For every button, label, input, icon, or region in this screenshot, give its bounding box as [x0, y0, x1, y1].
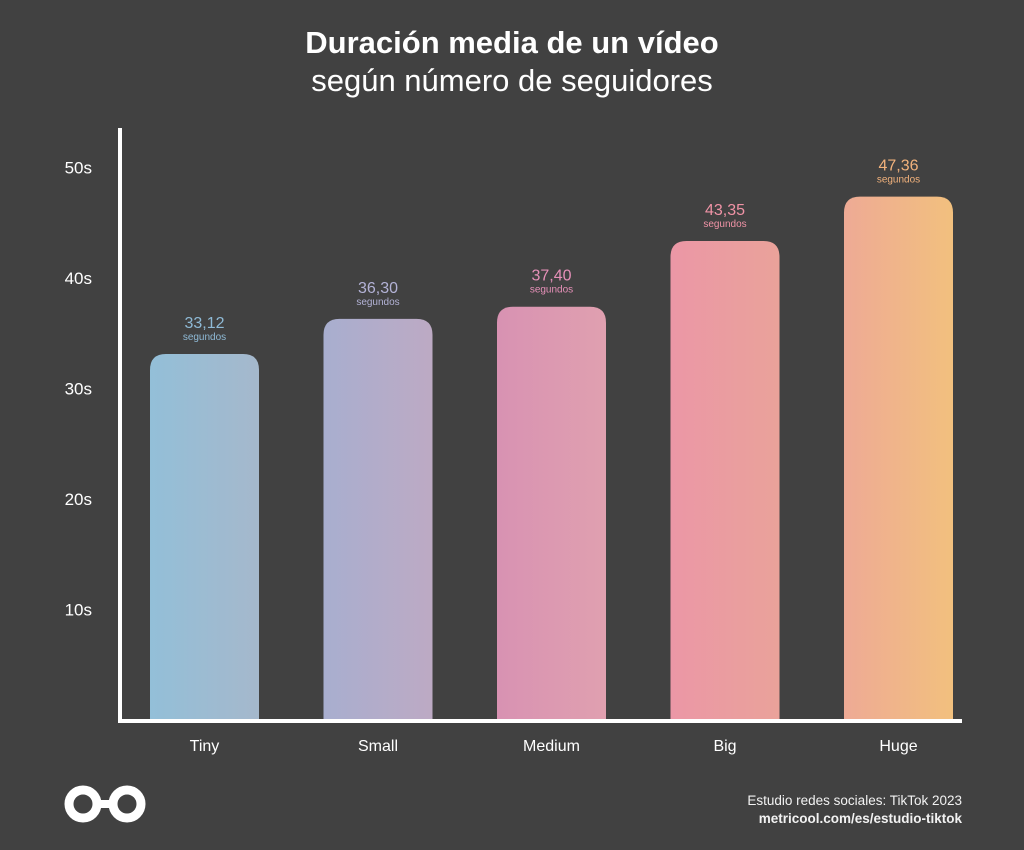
bar-huge: [844, 196, 953, 720]
source-link[interactable]: metricool.com/es/estudio-tiktok: [758, 811, 962, 826]
value-unit-label: segundos: [877, 175, 920, 186]
source-note: Estudio redes sociales: TikTok 2023 metr…: [747, 792, 962, 828]
bars: [150, 196, 953, 721]
value-unit-label: segundos: [356, 297, 399, 308]
y-tick-label: 40s: [65, 269, 92, 288]
x-axis-ticks: Tiny Small Medium Big Huge: [190, 738, 918, 755]
value-unit-label: segundos: [703, 219, 746, 230]
value-label: 37,40: [531, 268, 571, 285]
value-unit-label: segundos: [183, 332, 226, 343]
bar-tiny: [150, 354, 259, 720]
bar-medium: [497, 306, 606, 720]
value-label: 33,12: [184, 315, 224, 332]
bar-small: [323, 318, 433, 720]
value-labels: 33,12segundos36,30segundos37,40segundos4…: [183, 158, 920, 343]
bar-big: [670, 240, 780, 721]
value-label: 47,36: [878, 158, 918, 175]
chart-title-block: Duración media de un vídeo según número …: [0, 24, 1024, 100]
x-tick-label: Medium: [523, 738, 580, 755]
source-line-1: Estudio redes sociales: TikTok 2023: [747, 793, 962, 808]
value-label: 43,35: [705, 202, 745, 219]
value-label: 36,30: [358, 280, 398, 297]
metricool-infinity-logo-icon: [62, 784, 148, 829]
x-tick-label: Tiny: [190, 738, 220, 755]
x-tick-label: Small: [358, 738, 398, 755]
y-tick-label: 50s: [65, 159, 92, 178]
y-axis-ticks: 10s 20s 30s 40s 50s: [65, 159, 92, 620]
y-tick-label: 10s: [65, 601, 92, 620]
value-unit-label: segundos: [530, 285, 573, 296]
y-tick-label: 20s: [65, 490, 92, 509]
x-tick-label: Huge: [879, 738, 917, 755]
chart-subtitle: según número de seguidores: [311, 63, 713, 98]
x-tick-label: Big: [713, 738, 736, 755]
chart-title: Duración media de un vídeo: [305, 25, 719, 60]
y-tick-label: 30s: [65, 380, 92, 399]
